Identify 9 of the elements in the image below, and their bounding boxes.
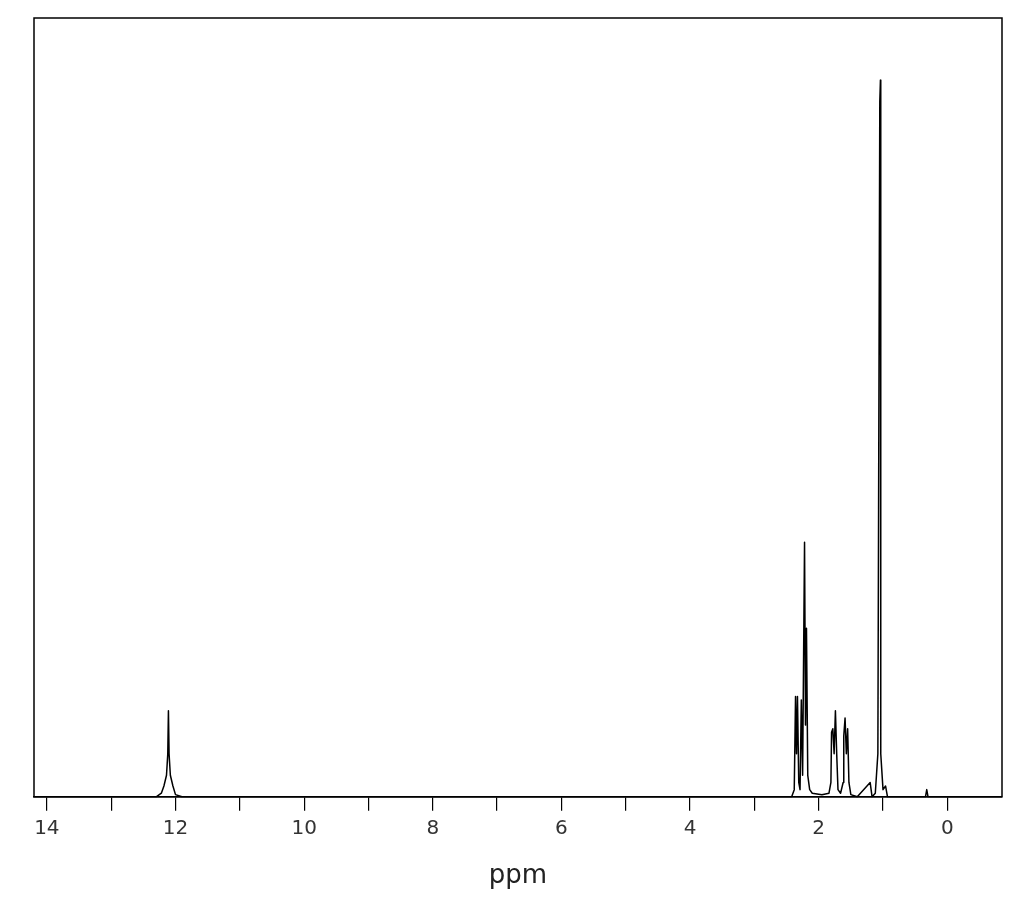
x-tick-label: 4: [683, 815, 697, 839]
x-tick-label: 2: [812, 815, 826, 839]
x-tick-label: 10: [291, 815, 317, 839]
x-tick-label: 14: [34, 815, 60, 839]
x-tick-label: 0: [940, 815, 954, 839]
x-tick-label: 8: [426, 815, 440, 839]
x-axis-title: ppm: [488, 859, 548, 890]
x-tick-label: 12: [162, 815, 189, 839]
x-tick-label: 6: [555, 815, 568, 839]
